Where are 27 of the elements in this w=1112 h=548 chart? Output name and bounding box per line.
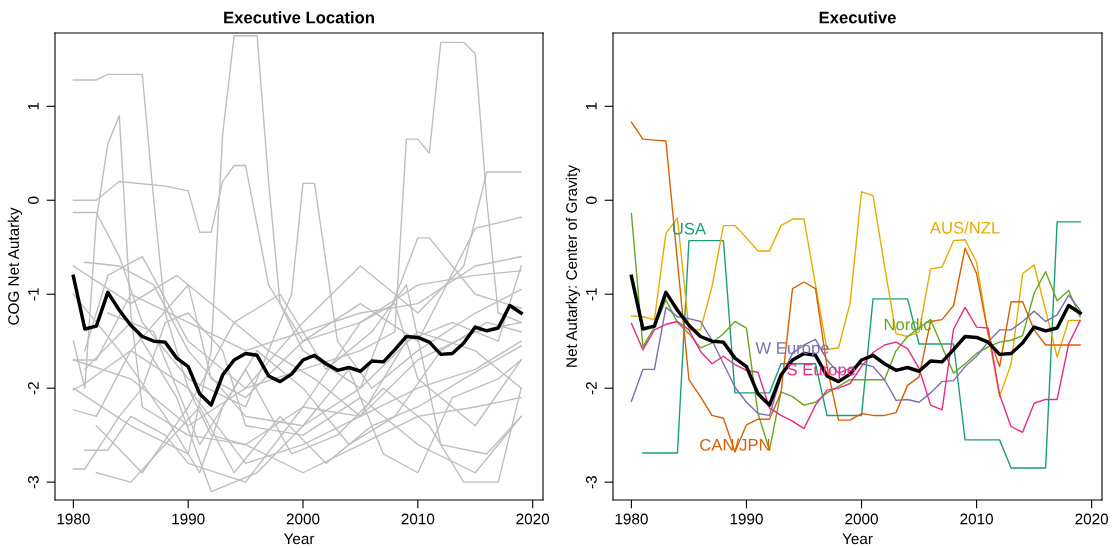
y-tick-label: 1	[28, 102, 39, 110]
y-tick-label: 0	[27, 196, 39, 204]
y-tick-label: -2	[27, 382, 39, 395]
x-tick-label: 1980	[615, 513, 648, 525]
x-axis-title: Year	[283, 533, 315, 545]
y-tick-label: -3	[585, 476, 597, 489]
y-tick-label: 1	[586, 102, 597, 110]
x-tick-label: 2020	[1075, 513, 1109, 525]
x-tick-label: 2010	[960, 513, 993, 525]
y-axis-title: COG Net Autarky	[7, 207, 23, 325]
chart-title: Executive	[819, 11, 896, 24]
x-tick-label: 2020	[516, 513, 550, 525]
y-tick-label: 0	[585, 196, 597, 204]
x-tick-label: 2000	[845, 513, 878, 525]
y-tick-label: -1	[28, 288, 39, 301]
x-tick-label: 2000	[286, 513, 320, 525]
x-axis-title: Year	[842, 533, 873, 545]
y-tick-label: -2	[585, 382, 597, 395]
y-axis-title: Net Autarky: Center of Gravity	[565, 165, 581, 367]
x-tick-label: 2010	[401, 513, 435, 525]
y-tick-label: -3	[27, 476, 39, 489]
x-tick-label: 1990	[172, 513, 205, 525]
x-tick-label: 1980	[57, 513, 90, 525]
y-tick-label: -1	[586, 288, 597, 301]
x-tick-label: 1990	[730, 513, 763, 525]
chart-title: Executive Location	[224, 11, 374, 24]
annotation: AUS/NZL	[929, 221, 1000, 234]
